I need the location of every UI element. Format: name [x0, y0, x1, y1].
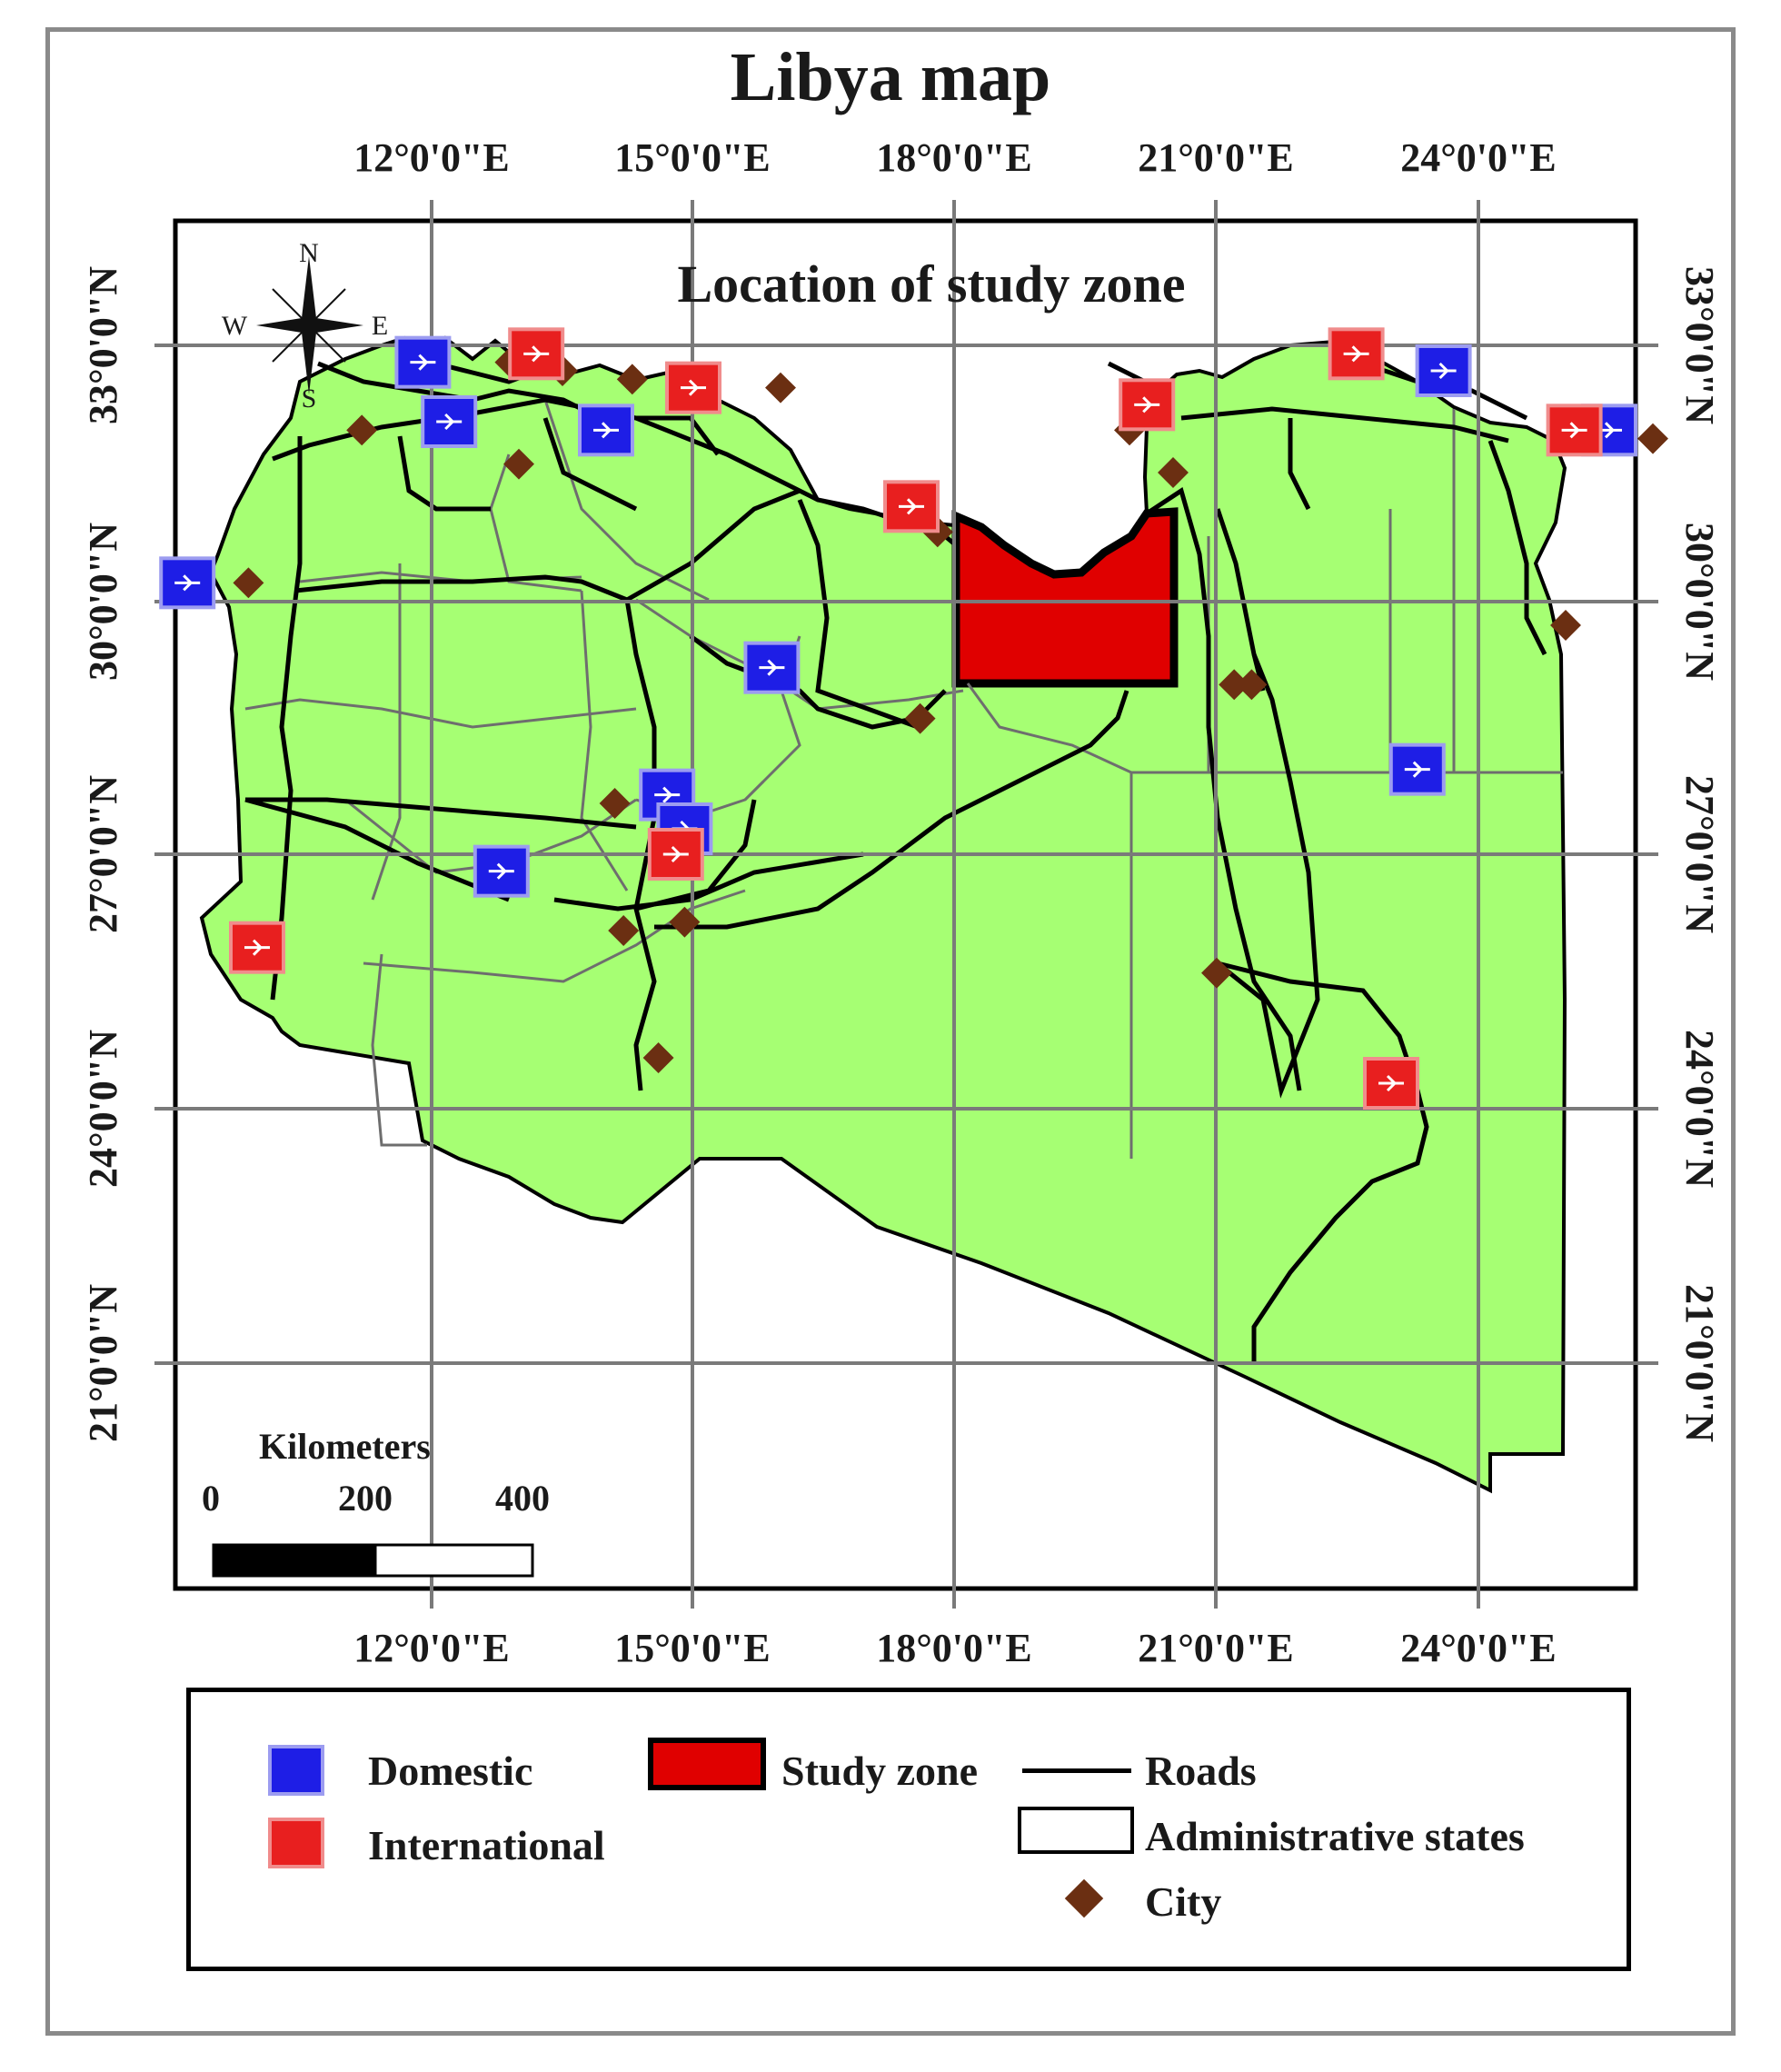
city-marker	[642, 1042, 674, 1073]
city-marker	[1637, 423, 1668, 454]
scale-bar-black	[212, 1543, 377, 1578]
city-marker	[608, 915, 640, 946]
lat-label-right: 24°0'0"N	[1677, 1030, 1722, 1188]
scale-bar-white	[373, 1543, 534, 1578]
lat-label-right: 27°0'0"N	[1677, 775, 1722, 933]
lat-label-left: 24°0'0"N	[81, 1030, 125, 1188]
city-icon	[1064, 1878, 1104, 1918]
airport-markers	[159, 327, 1637, 1110]
city-marker	[1158, 457, 1189, 488]
lon-label-bottom: 15°0'0"E	[614, 1626, 771, 1670]
lon-label-bottom: 18°0'0"E	[876, 1626, 1032, 1670]
admin-states-swatch	[1018, 1807, 1134, 1854]
map-title: Libya map	[730, 39, 1051, 115]
lon-label-top: 12°0'0"E	[353, 135, 510, 180]
lat-label-left: 33°0'0"N	[81, 266, 125, 424]
domestic-airport-marker	[743, 641, 801, 694]
compass-n: N	[299, 238, 319, 268]
scale-tick-400: 400	[495, 1478, 550, 1519]
lat-label-right: 21°0'0"N	[1677, 1284, 1722, 1442]
international-airport-marker	[1119, 378, 1176, 432]
legend: Domestic International Study zone Roads …	[186, 1688, 1631, 1971]
domestic-airport-icon	[268, 1745, 324, 1796]
city-marker	[599, 788, 631, 819]
lat-label-right: 30°0'0"N	[1677, 523, 1722, 681]
international-airport-marker	[1546, 403, 1603, 457]
international-airport-marker	[883, 480, 940, 533]
legend-international: International	[368, 1822, 605, 1868]
city-marker	[1550, 610, 1581, 641]
international-airport-marker	[665, 361, 721, 414]
international-airport-icon	[268, 1818, 324, 1868]
international-airport-marker	[229, 921, 285, 974]
study-zone	[951, 507, 1179, 688]
domestic-airport-marker	[473, 844, 530, 898]
city-markers	[233, 338, 1668, 1073]
domestic-airport-marker	[421, 395, 478, 448]
city-marker	[904, 702, 936, 734]
lon-label-top: 15°0'0"E	[614, 135, 771, 180]
lon-label-bottom: 24°0'0"E	[1400, 1626, 1557, 1670]
international-airport-marker	[1363, 1057, 1419, 1110]
map-frame	[45, 27, 1736, 2036]
lon-label-bottom: 21°0'0"E	[1138, 1626, 1294, 1670]
domestic-airport-marker	[578, 403, 634, 457]
international-airport-marker	[508, 327, 565, 381]
city-marker	[669, 906, 701, 938]
lat-label-left: 21°0'0"N	[81, 1284, 125, 1442]
scale-title: Kilometers	[259, 1426, 431, 1467]
domestic-airport-marker	[159, 556, 216, 610]
city-marker	[616, 364, 648, 395]
lat-label-left: 27°0'0"N	[81, 775, 125, 933]
domestic-airport-marker	[394, 335, 452, 389]
legend-study-zone: Study zone	[781, 1748, 978, 1794]
legend-admin: Administrative states	[1145, 1813, 1525, 1859]
international-airport-marker	[1328, 327, 1385, 381]
city-marker	[503, 448, 534, 480]
north-arrow-icon	[256, 256, 363, 394]
road-line-icon	[1022, 1768, 1131, 1773]
scale-tick-200: 200	[338, 1478, 393, 1519]
legend-domestic: Domestic	[368, 1748, 533, 1794]
compass-e: E	[372, 311, 388, 341]
city-marker	[1236, 669, 1268, 701]
lat-label-right: 33°0'0"N	[1677, 266, 1722, 424]
map-subtitle: Location of study zone	[677, 254, 1185, 314]
lat-label-left: 30°0'0"N	[81, 523, 125, 681]
lon-label-top: 18°0'0"E	[876, 135, 1032, 180]
libya-land	[199, 335, 1567, 1494]
compass-s: S	[302, 384, 317, 413]
domestic-airport-marker	[1415, 344, 1472, 397]
city-marker	[233, 567, 264, 599]
lon-label-top: 24°0'0"E	[1400, 135, 1557, 180]
lon-label-top: 21°0'0"E	[1138, 135, 1294, 180]
domestic-airport-marker	[1388, 742, 1446, 796]
city-marker	[346, 414, 378, 446]
graticule	[154, 200, 1658, 1609]
city-marker	[1201, 957, 1232, 989]
lon-label-bottom: 12°0'0"E	[353, 1626, 510, 1670]
scale-tick-0: 0	[202, 1478, 220, 1519]
legend-city: City	[1145, 1878, 1222, 1925]
legend-roads: Roads	[1145, 1748, 1257, 1794]
city-marker	[765, 372, 796, 403]
compass-w: W	[222, 311, 248, 341]
study-zone-swatch	[648, 1738, 766, 1790]
city-marker	[1219, 669, 1250, 701]
international-airport-marker	[647, 828, 704, 881]
